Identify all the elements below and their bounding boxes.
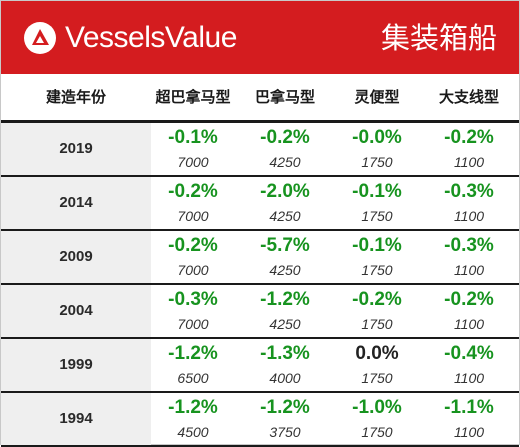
build-year-cell: 2009 bbox=[1, 231, 151, 283]
value-cell-feedermax: -0.3% 1100 bbox=[423, 231, 515, 283]
value-cell-feedermax: -1.1% 1100 bbox=[423, 393, 515, 445]
vessel-value: 1100 bbox=[453, 262, 485, 278]
table-row: 2019 -0.1% 7000 -0.2% 4250 -0.0% 1750 -0.2% 1100 bbox=[1, 123, 519, 177]
column-header-panamax: 巴拿马型 bbox=[254, 88, 315, 106]
vessel-value: 1100 bbox=[453, 154, 485, 170]
vessel-value: 4250 bbox=[269, 208, 301, 224]
percent-change: -0.1% bbox=[168, 127, 218, 148]
table-row: 1994 -1.2% 4500 -1.2% 3750 -1.0% 1750 -1.1% 1100 bbox=[1, 393, 519, 447]
vessel-value: 1750 bbox=[361, 208, 393, 224]
value-cell-feedermax: -0.4% 1100 bbox=[423, 339, 515, 391]
table-row: 2014 -0.2% 7000 -2.0% 4250 -0.1% 1750 -0.3% 1100 bbox=[1, 177, 519, 231]
build-year-cell: 1994 bbox=[1, 393, 151, 445]
column-header-build-year: 建造年份 bbox=[45, 88, 106, 106]
percent-change: -0.1% bbox=[352, 235, 402, 256]
value-cell-feedermax: -0.2% 1100 bbox=[423, 123, 515, 175]
percent-change: -2.0% bbox=[260, 181, 310, 202]
value-cell-panamax: -5.7% 4250 bbox=[239, 231, 331, 283]
percent-change: -1.3% bbox=[260, 343, 310, 364]
percent-change: -1.2% bbox=[260, 289, 310, 310]
column-header-feedermax: 大支线型 bbox=[438, 88, 499, 106]
value-cell-post-panamax: -1.2% 6500 bbox=[147, 339, 239, 391]
value-cell-feedermax: -0.3% 1100 bbox=[423, 177, 515, 229]
build-year-cell: 1999 bbox=[1, 339, 151, 391]
vessel-value: 7000 bbox=[177, 316, 209, 332]
percent-change: -1.2% bbox=[260, 397, 310, 418]
table-row: 2004 -0.3% 7000 -1.2% 4250 -0.2% 1750 -0.2% 1100 bbox=[1, 285, 519, 339]
percent-change: -1.0% bbox=[352, 397, 402, 418]
vessel-value: 1750 bbox=[361, 262, 393, 278]
vessel-value: 1750 bbox=[361, 370, 393, 386]
column-header-post-panamax: 超巴拿马型 bbox=[155, 88, 231, 106]
vessel-value: 6500 bbox=[177, 370, 209, 386]
value-cell-handy: -0.2% 1750 bbox=[331, 285, 423, 337]
vessel-value: 4250 bbox=[269, 154, 301, 170]
vessel-value: 7000 bbox=[177, 262, 209, 278]
value-cell-feedermax: -0.2% 1100 bbox=[423, 285, 515, 337]
vessel-value: 1100 bbox=[453, 208, 485, 224]
vessel-value: 1100 bbox=[453, 370, 485, 386]
percent-change: -0.1% bbox=[352, 181, 402, 202]
percent-change: -0.2% bbox=[168, 235, 218, 256]
value-cell-panamax: -2.0% 4250 bbox=[239, 177, 331, 229]
percent-change: -0.0% bbox=[352, 127, 402, 148]
percent-change: -0.2% bbox=[260, 127, 310, 148]
brand-name: VesselsValue bbox=[65, 21, 237, 54]
vessel-value: 4000 bbox=[269, 370, 301, 386]
percent-change: -0.2% bbox=[444, 127, 494, 148]
percent-change: 0.0% bbox=[355, 343, 399, 364]
vessel-value: 4250 bbox=[269, 262, 301, 278]
segment-title: 集装箱船 bbox=[380, 21, 497, 55]
vessel-value: 3750 bbox=[269, 424, 301, 440]
vessel-value: 7000 bbox=[177, 208, 209, 224]
vessel-value: 4250 bbox=[269, 316, 301, 332]
vessel-value: 1750 bbox=[361, 424, 393, 440]
vessel-value: 1100 bbox=[453, 424, 485, 440]
value-cell-handy: 0.0% 1750 bbox=[331, 339, 423, 391]
percent-change: -0.2% bbox=[444, 289, 494, 310]
table-row: 1999 -1.2% 6500 -1.3% 4000 0.0% 1750 -0.4% 1100 bbox=[1, 339, 519, 393]
build-year-cell: 2004 bbox=[1, 285, 151, 337]
vessel-value: 1100 bbox=[453, 316, 485, 332]
build-year-cell: 2014 bbox=[1, 177, 151, 229]
percent-change: -0.2% bbox=[352, 289, 402, 310]
value-cell-handy: -1.0% 1750 bbox=[331, 393, 423, 445]
value-cell-panamax: -1.2% 4250 bbox=[239, 285, 331, 337]
value-cell-panamax: -1.2% 3750 bbox=[239, 393, 331, 445]
vessel-value: 1750 bbox=[361, 154, 393, 170]
value-cell-post-panamax: -1.2% 4500 bbox=[147, 393, 239, 445]
value-cell-post-panamax: -0.2% 7000 bbox=[147, 177, 239, 229]
vesselsvalue-logo-icon bbox=[24, 22, 56, 54]
value-cell-handy: -0.1% 1750 bbox=[331, 231, 423, 283]
value-cell-post-panamax: -0.2% 7000 bbox=[147, 231, 239, 283]
value-cell-post-panamax: -0.1% 7000 bbox=[147, 123, 239, 175]
header-banner: VesselsValue 集装箱船 bbox=[1, 1, 519, 74]
value-cell-handy: -0.0% 1750 bbox=[331, 123, 423, 175]
column-header-handy: 灵便型 bbox=[354, 88, 400, 106]
percent-change: -0.3% bbox=[444, 235, 494, 256]
value-cell-panamax: -0.2% 4250 bbox=[239, 123, 331, 175]
table-row: 2009 -0.2% 7000 -5.7% 4250 -0.1% 1750 -0.3% 1100 bbox=[1, 231, 519, 285]
percent-change: -1.1% bbox=[444, 397, 494, 418]
value-cell-handy: -0.1% 1750 bbox=[331, 177, 423, 229]
column-header-row: 建造年份 超巴拿马型 巴拿马型 灵便型 大支线型 bbox=[1, 74, 519, 123]
value-cell-post-panamax: -0.3% 7000 bbox=[147, 285, 239, 337]
percent-change: -0.3% bbox=[444, 181, 494, 202]
build-year-cell: 2019 bbox=[1, 123, 151, 175]
vessel-value: 4500 bbox=[177, 424, 209, 440]
percent-change: -0.2% bbox=[168, 181, 218, 202]
percent-change: -0.3% bbox=[168, 289, 218, 310]
vessel-value: 1750 bbox=[361, 316, 393, 332]
percent-change: -1.2% bbox=[168, 343, 218, 364]
value-cell-panamax: -1.3% 4000 bbox=[239, 339, 331, 391]
percent-change: -1.2% bbox=[168, 397, 218, 418]
vessel-value: 7000 bbox=[177, 154, 209, 170]
percent-change: -5.7% bbox=[260, 235, 310, 256]
percent-change: -0.4% bbox=[444, 343, 494, 364]
